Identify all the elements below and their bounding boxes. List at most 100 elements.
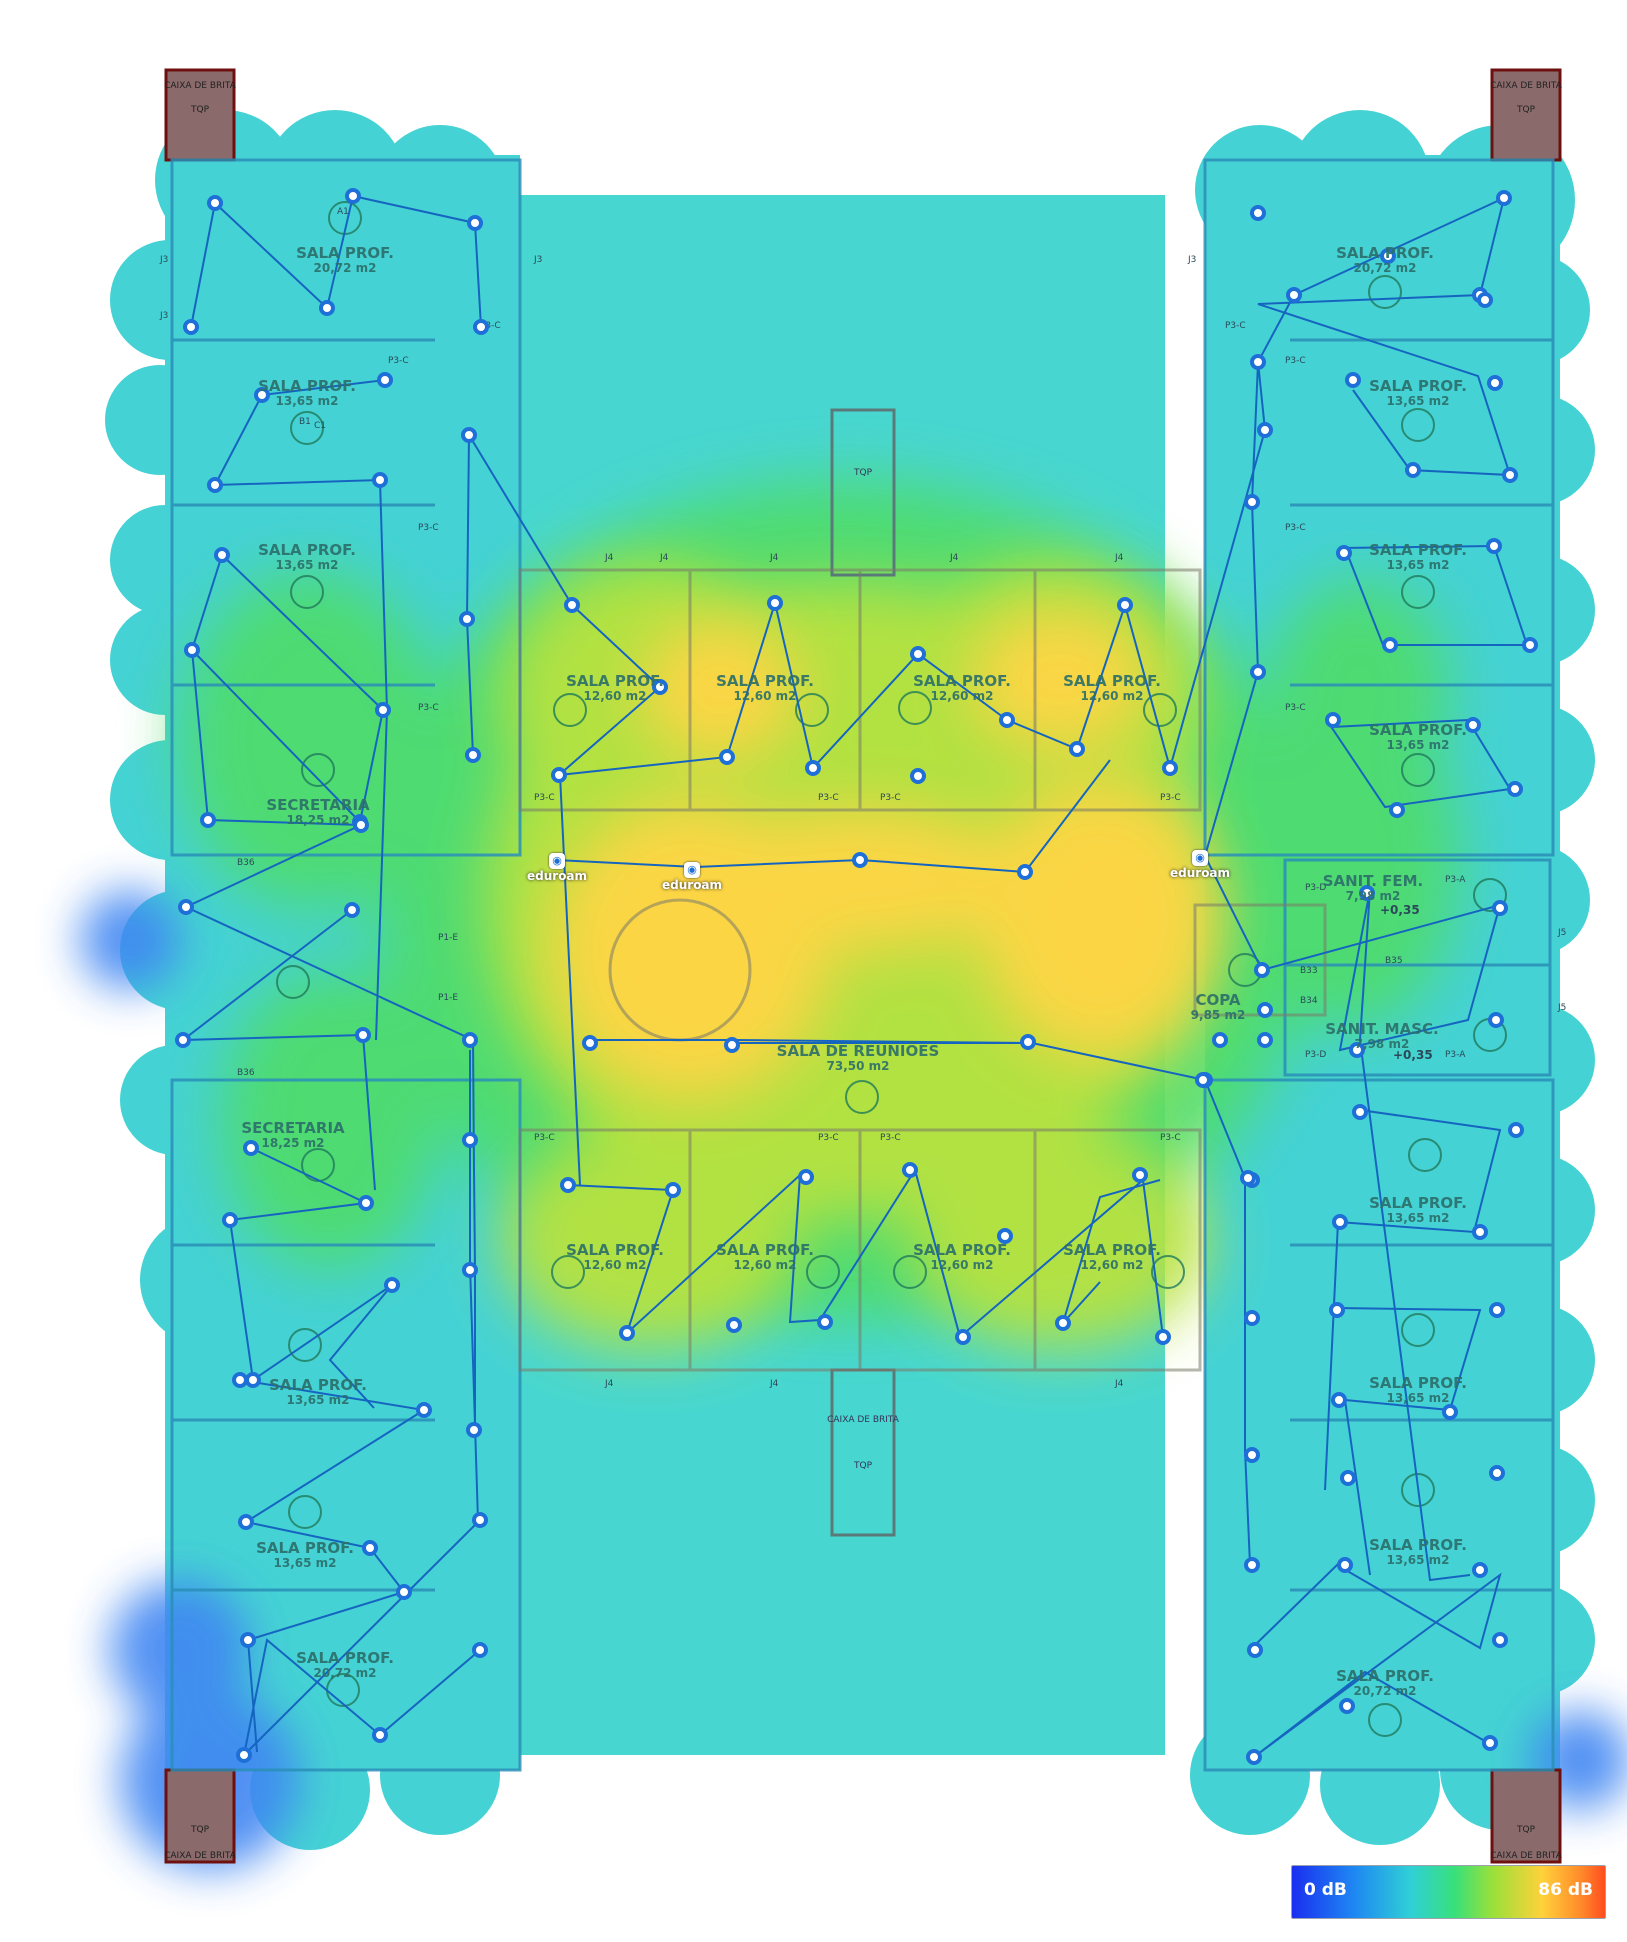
caixa-de-brita-columns: CAIXA DE BRITA TQP CAIXA DE BRITA TQP TQ… xyxy=(164,68,1563,1864)
caixa-label-4: CAIXA DE BRITA xyxy=(1490,1851,1563,1861)
room-name: SALA PROF. xyxy=(716,672,814,690)
tqp-label-3: TQP xyxy=(190,1825,210,1835)
room-name: SALA PROF. xyxy=(1369,541,1467,559)
room-area: 12,60 m2 xyxy=(733,689,797,704)
annotation-b35: B35 xyxy=(1385,956,1403,966)
annotation-p3c-11: P3-C xyxy=(880,1133,901,1143)
annotation-j4-3: J4 xyxy=(769,553,779,563)
access-point-ssid: eduroam xyxy=(527,869,588,883)
room-area: 18,25 m2 xyxy=(261,1136,325,1151)
room-label: SALA PROF. 13,65 m2 xyxy=(228,1376,408,1408)
tqp-label-1: TQP xyxy=(190,105,210,115)
room-area: 20,72 m2 xyxy=(1353,1684,1417,1699)
room-label: SECRETARIA 18,25 m2 xyxy=(203,1119,383,1151)
room-name: SALA PROF. xyxy=(1369,377,1467,395)
tqp-label-5: TQP xyxy=(853,468,873,478)
room-name: SECRETARIA xyxy=(241,1119,345,1137)
room-symbols xyxy=(276,201,1507,1737)
room-label: SALA PROF. 12,60 m2 xyxy=(525,672,705,704)
room-label: SALA PROF. 13,65 m2 xyxy=(217,541,397,573)
annotation-a1: A1 xyxy=(337,207,349,217)
room-name: SALA DE REUNIÕES xyxy=(776,1042,940,1060)
room-name: SALA PROF. xyxy=(1369,1374,1467,1392)
room-area: 20,72 m2 xyxy=(313,261,377,276)
annotation-b36-2: B36 xyxy=(237,1068,255,1078)
room-name: SALA PROF. xyxy=(1336,1667,1434,1685)
annotation-p3c-4: P3-C xyxy=(418,703,439,713)
room-name: SALA PROF. xyxy=(296,244,394,262)
annotation-p3c-9: P3-C xyxy=(534,1133,555,1143)
annotation-j3-2: J3 xyxy=(159,311,168,321)
room-name: SALA PROF. xyxy=(1369,1536,1467,1554)
annotation-j4-1: J4 xyxy=(604,553,614,563)
annotation-p3c-5: P3-C xyxy=(534,793,555,803)
annotation-c1: C1 xyxy=(314,421,326,431)
annotation-j4-7: J4 xyxy=(769,1379,779,1389)
room-label: SALA PROF. 12,60 m2 xyxy=(675,1241,855,1273)
room-area: 7,98 m2 xyxy=(1354,1037,1410,1052)
room-label: SECRETARIA 18,25 m2 xyxy=(228,796,408,828)
room-label: SALA PROF. 13,65 m2 xyxy=(1328,1536,1508,1568)
room-area: 13,65 m2 xyxy=(1386,394,1450,409)
access-point-ssid: eduroam xyxy=(1170,866,1231,880)
annotation-j4-8: J4 xyxy=(1114,1379,1124,1389)
room-name: SALA PROF. xyxy=(566,1241,664,1259)
legend-min-label: 0 dB xyxy=(1304,1880,1347,1900)
annotation-p3c-6: P3-C xyxy=(818,793,839,803)
room-name: SANIT. FEM. xyxy=(1322,872,1424,890)
annotation-b34: B34 xyxy=(1300,996,1318,1006)
room-area: 12,60 m2 xyxy=(583,689,647,704)
room-name: SALA PROF. xyxy=(566,672,664,690)
coverage-strong xyxy=(550,610,1220,1100)
room-name: SALA PROF. xyxy=(258,377,356,395)
room-area: 12,60 m2 xyxy=(930,1258,994,1273)
room-label: SALA PROF. 12,60 m2 xyxy=(872,1241,1052,1273)
room-label: SALA PROF. 12,60 m2 xyxy=(675,672,855,704)
room-area: 73,50 m2 xyxy=(826,1059,890,1074)
annotation-j4-5: J4 xyxy=(1114,553,1124,563)
room-label: SALA PROF. 13,65 m2 xyxy=(1328,1194,1508,1226)
room-label: SALA PROF. 12,60 m2 xyxy=(1022,1241,1202,1273)
access-point-2[interactable]: ◉ eduroam xyxy=(662,862,722,892)
room-area: 12,60 m2 xyxy=(583,1258,647,1273)
annotation-b36-1: B36 xyxy=(237,858,255,868)
room-label: COPA 9,85 m2 xyxy=(1128,991,1308,1023)
annotation-j5-1: J5 xyxy=(1557,928,1566,938)
access-point-ssid: eduroam xyxy=(662,878,723,892)
room-label: SALA DE REUNIÕES 73,50 m2 xyxy=(768,1042,948,1074)
room-name: SALA PROF. xyxy=(913,1241,1011,1259)
room-name: SALA PROF. xyxy=(1336,244,1434,262)
room-label: SALA PROF. 12,60 m2 xyxy=(525,1241,705,1273)
room-label: SALA PROF. 20,72 m2 xyxy=(255,244,435,276)
caixa-label-2: CAIXA DE BRITA xyxy=(1490,81,1563,91)
caixa-label-1: CAIXA DE BRITA xyxy=(164,81,237,91)
annotation-b33: B33 xyxy=(1300,966,1318,976)
plan-annotations: J3 J3 J3 J3 J4 J4 J4 J4 J4 J4 J4 J4 J5 J… xyxy=(159,207,1566,1389)
room-name: SALA PROF. xyxy=(1063,672,1161,690)
survey-nodes xyxy=(175,188,1538,1765)
room-name: SALA PROF. xyxy=(1369,721,1467,739)
room-area: 12,60 m2 xyxy=(1080,1258,1144,1273)
room-area: 13,65 m2 xyxy=(1386,1553,1450,1568)
annotation-j3-3: J3 xyxy=(533,255,542,265)
access-point-1[interactable]: ◉ eduroam xyxy=(527,853,587,883)
room-name: SALA PROF. xyxy=(913,672,1011,690)
tqp-label-4: TQP xyxy=(1516,1825,1536,1835)
room-name: SALA PROF. xyxy=(296,1649,394,1667)
room-name: SALA PROF. xyxy=(258,541,356,559)
annotation-p3c-14: P3-C xyxy=(1225,321,1246,331)
walls xyxy=(170,158,1555,1772)
annotation-p3c-10: P3-C xyxy=(818,1133,839,1143)
level-fem: +0,35 xyxy=(1380,903,1420,917)
room-label: SANIT. FEM. 7,98 m2 xyxy=(1283,872,1463,904)
caixa-label-3: CAIXA DE BRITA xyxy=(164,1851,237,1861)
annotation-p3c-13: P3-C xyxy=(1285,356,1306,366)
annotation-p3c-7: P3-C xyxy=(880,793,901,803)
room-area: 7,98 m2 xyxy=(1345,889,1401,904)
room-area: 20,72 m2 xyxy=(313,1666,377,1681)
access-point-3[interactable]: ◉ eduroam xyxy=(1170,850,1230,880)
annotation-j4-6: J4 xyxy=(604,1379,614,1389)
annotation-j3-1: J3 xyxy=(159,255,168,265)
